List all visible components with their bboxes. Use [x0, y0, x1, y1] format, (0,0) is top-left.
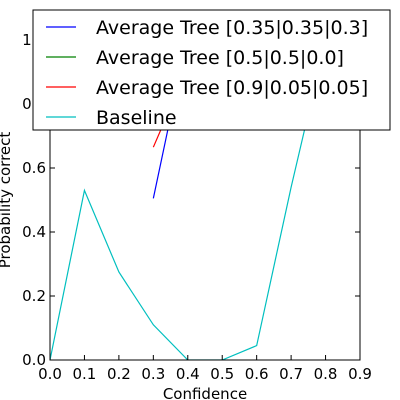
x-tick-label: 0.2 [107, 365, 131, 383]
x-tick-label: 0.3 [141, 365, 165, 383]
y-tick-label: 0.2 [22, 287, 46, 305]
x-tick-label: 0.4 [176, 365, 200, 383]
x-tick-label: 0.1 [73, 365, 97, 383]
x-axis-label: Confidence [163, 385, 247, 400]
legend-box [32, 9, 391, 131]
x-tick-label: 0.5 [210, 365, 234, 383]
y-tick-label: 0.6 [22, 159, 46, 177]
legend-label-2: Average Tree [0.9|0.05|0.05] [96, 77, 368, 99]
x-tick-label: 0.8 [314, 365, 338, 383]
legend-label-0: Average Tree [0.35|0.35|0.3] [96, 17, 368, 39]
x-tick-label: 0.0 [38, 365, 62, 383]
legend-label-3: Baseline [96, 107, 177, 129]
legend: Average Tree [0.35|0.35|0.3] Average Tree… [32, 9, 391, 131]
x-tick-label: 0.7 [279, 365, 303, 383]
y-axis-label: Probability correct [0, 132, 14, 269]
y-tick-label: 0.0 [22, 351, 46, 369]
legend-label-1: Average Tree [0.5|0.5|0.0] [96, 47, 344, 69]
y-tick-label: 0.4 [22, 223, 46, 241]
ticks-layer: 0.0 0.1 0.2 0.3 0.4 0.5 0.6 0.7 0.8 0.9 0.0 0.2 0.4 0… [22, 31, 372, 383]
x-tick-label: 0.9 [348, 365, 372, 383]
x-tick-label: 0.6 [245, 365, 269, 383]
